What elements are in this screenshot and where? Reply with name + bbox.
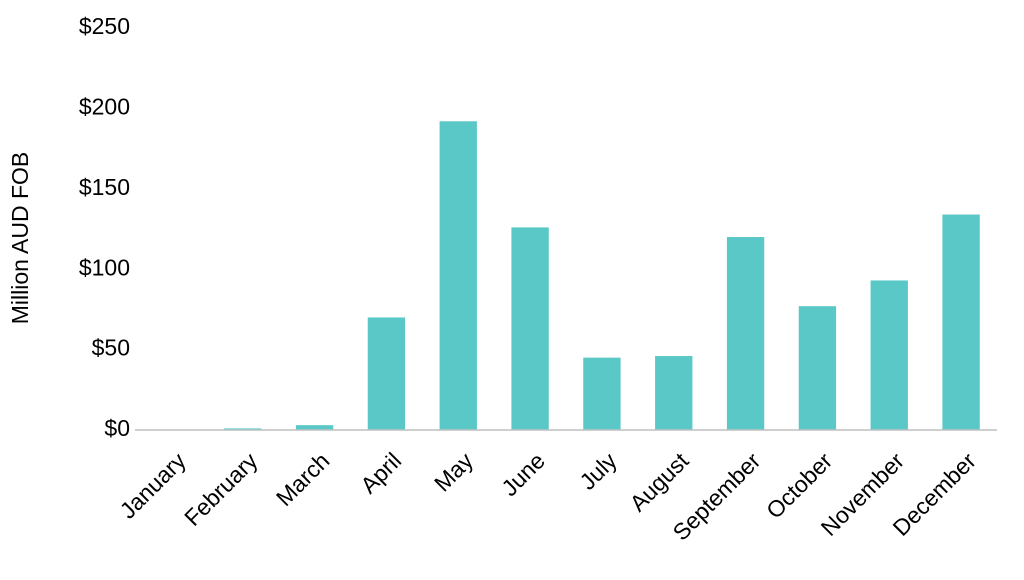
bar (439, 121, 477, 430)
x-tick-label: April (355, 447, 406, 498)
x-tick-label: August (625, 447, 694, 516)
bar (367, 317, 406, 430)
bar (870, 280, 908, 430)
bar (224, 428, 262, 430)
bar (655, 356, 693, 430)
y-tick-label: $100 (79, 254, 130, 280)
bar (295, 425, 334, 430)
bar (798, 306, 837, 430)
x-tick-label: July (574, 447, 622, 495)
y-tick-label: $150 (79, 174, 130, 200)
bar (511, 227, 549, 430)
y-tick-label: $200 (79, 93, 130, 119)
x-tick-label: June (496, 447, 550, 501)
x-tick-label: March (271, 447, 335, 511)
bar (726, 237, 765, 430)
x-tick-label: February (179, 447, 263, 531)
y-tick-label: $250 (79, 13, 130, 39)
y-tick-label: $50 (92, 335, 130, 361)
y-axis-title: Million AUD FOB (7, 152, 33, 325)
x-tick-label: May (429, 447, 478, 496)
bar (583, 357, 621, 430)
y-tick-label: $0 (104, 415, 130, 441)
bar (942, 214, 980, 430)
